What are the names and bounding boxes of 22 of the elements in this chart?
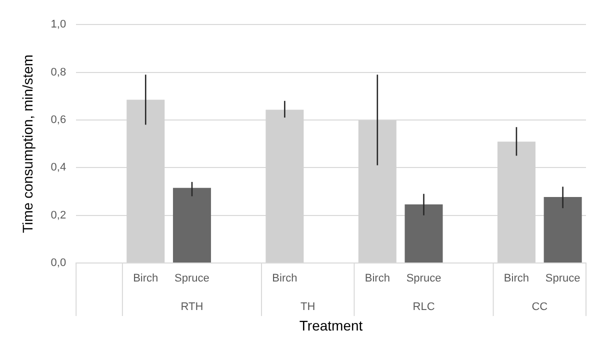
y-tick-label: 0,2 — [50, 209, 66, 222]
text: RLC — [412, 301, 435, 314]
bar — [404, 204, 443, 262]
text: RTH — [180, 301, 204, 314]
x-tick-label: Birch — [364, 272, 390, 285]
y-axis-title: Time consumption, min/stem — [19, 54, 36, 234]
text: CC — [532, 301, 548, 314]
x-tick-label: Spruce — [174, 272, 210, 285]
y-tick-label: 1,0 — [50, 18, 66, 31]
y-tick-label: 0,0 — [50, 257, 66, 270]
x-tick-label: Spruce — [406, 272, 442, 285]
x-axis-title: Treatment — [299, 317, 363, 334]
y-tick-label: 0,4 — [50, 162, 66, 174]
bar — [172, 188, 211, 262]
y-tick-label: 0,6 — [50, 114, 66, 126]
x-tick-label: Birch — [133, 272, 158, 285]
y-tick-label: 0,8 — [50, 66, 66, 78]
text: TH — [300, 301, 316, 314]
x-tick-label: Birch — [272, 272, 298, 285]
x-tick-label: Birch — [504, 272, 529, 285]
bar — [544, 196, 582, 262]
x-tick-label: Spruce — [545, 272, 580, 285]
